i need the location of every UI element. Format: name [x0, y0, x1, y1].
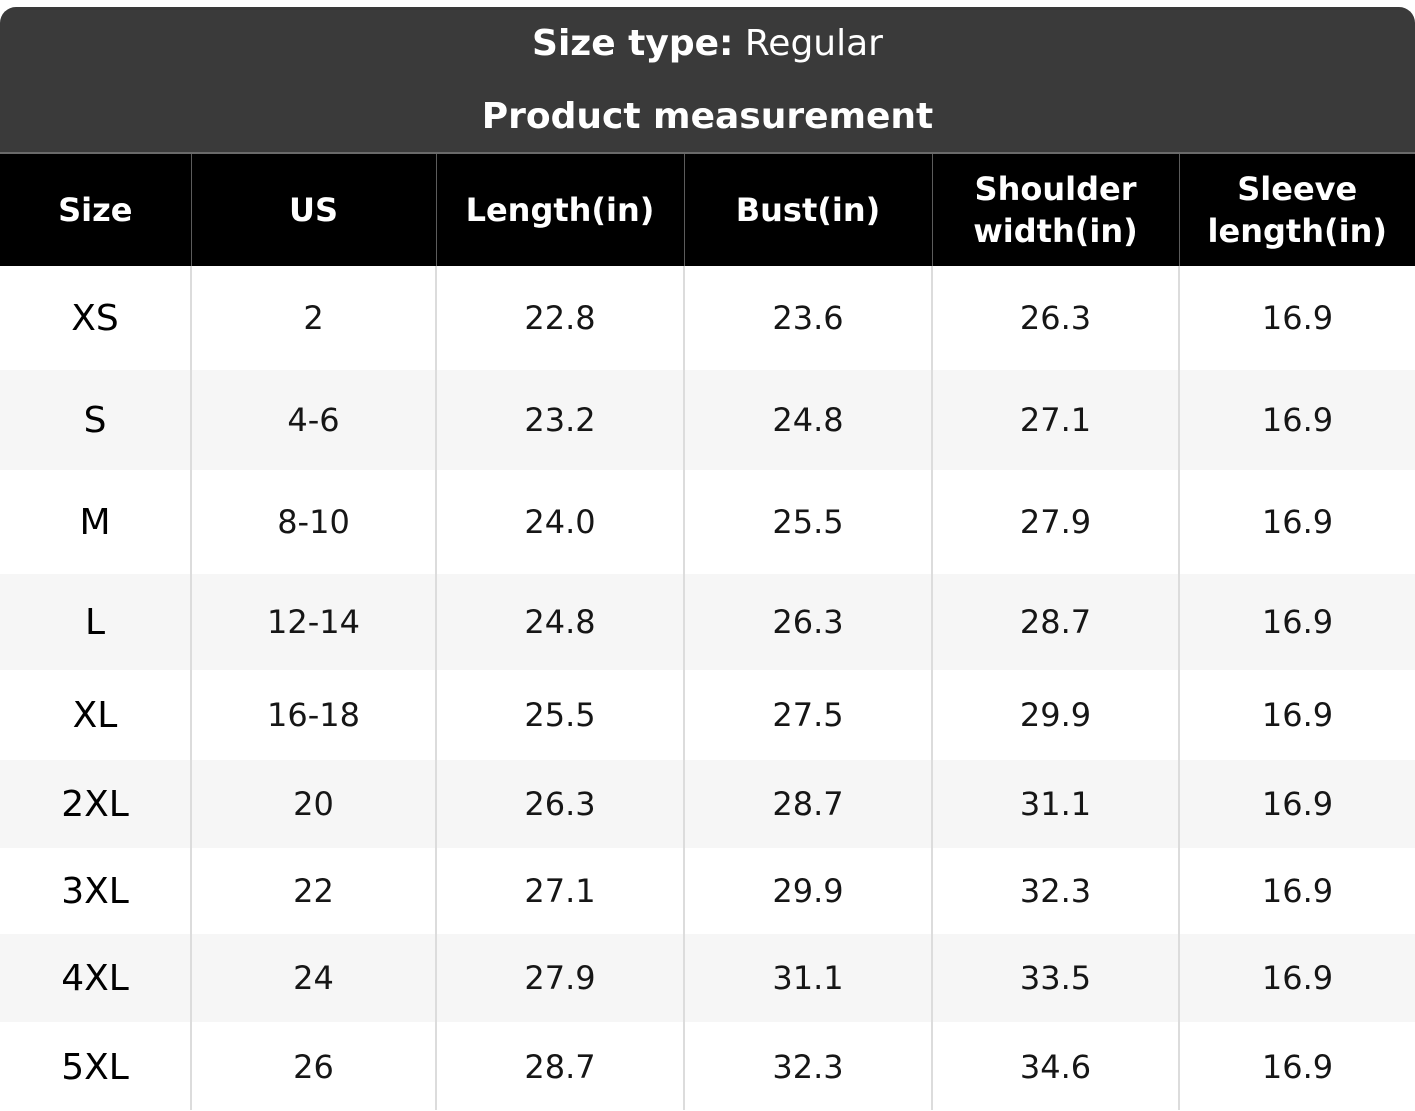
cell-sleeve-length: 16.9 — [1178, 760, 1415, 848]
cell-bust: 23.6 — [683, 266, 932, 370]
cell-bust: 32.3 — [683, 1022, 932, 1110]
cell-sleeve-length: 16.9 — [1178, 470, 1415, 574]
cell-us: 2 — [190, 266, 436, 370]
cell-bust: 24.8 — [683, 370, 932, 470]
table-row: 4XL 24 27.9 31.1 33.5 16.9 — [0, 934, 1415, 1022]
cell-sleeve-length: 16.9 — [1178, 370, 1415, 470]
cell-length: 27.9 — [435, 934, 684, 1022]
cell-us: 4-6 — [190, 370, 436, 470]
cell-sleeve-length: 16.9 — [1178, 848, 1415, 934]
cell-bust: 28.7 — [683, 760, 932, 848]
cell-us: 8-10 — [190, 470, 436, 574]
cell-shoulder-width: 33.5 — [931, 934, 1179, 1022]
cell-us: 20 — [190, 760, 436, 848]
cell-size: 2XL — [0, 760, 191, 848]
size-type: Size type: Regular — [0, 23, 1415, 65]
cell-length: 23.2 — [435, 370, 684, 470]
cell-size: S — [0, 370, 191, 470]
column-header-us: US — [190, 152, 436, 266]
size-type-label: Size type: — [532, 23, 734, 64]
cell-sleeve-length: 16.9 — [1178, 574, 1415, 670]
cell-length: 24.8 — [435, 574, 684, 670]
cell-size: L — [0, 574, 191, 670]
column-header-size: Size — [0, 152, 191, 266]
cell-us: 22 — [190, 848, 436, 934]
table-header-row: Size US Length(in) Bust(in) Shoulder wid… — [0, 152, 1415, 266]
cell-size: XL — [0, 670, 191, 760]
cell-sleeve-length: 16.9 — [1178, 1022, 1415, 1110]
cell-length: 28.7 — [435, 1022, 684, 1110]
cell-size: 4XL — [0, 934, 191, 1022]
cell-bust: 26.3 — [683, 574, 932, 670]
cell-bust: 31.1 — [683, 934, 932, 1022]
cell-length: 24.0 — [435, 470, 684, 574]
table-row: M 8-10 24.0 25.5 27.9 16.9 — [0, 470, 1415, 574]
column-header-length: Length(in) — [435, 152, 684, 266]
table-row: XS 2 22.8 23.6 26.3 16.9 — [0, 266, 1415, 370]
cell-shoulder-width: 32.3 — [931, 848, 1179, 934]
cell-shoulder-width: 28.7 — [931, 574, 1179, 670]
size-type-value: Regular — [744, 23, 883, 64]
cell-shoulder-width: 34.6 — [931, 1022, 1179, 1110]
size-chart: Size type: Regular Product measurement S… — [0, 7, 1415, 1110]
cell-shoulder-width: 26.3 — [931, 266, 1179, 370]
cell-length: 22.8 — [435, 266, 684, 370]
column-header-bust: Bust(in) — [683, 152, 932, 266]
table-row: 5XL 26 28.7 32.3 34.6 16.9 — [0, 1022, 1415, 1110]
cell-length: 26.3 — [435, 760, 684, 848]
table-row: L 12-14 24.8 26.3 28.7 16.9 — [0, 574, 1415, 670]
cell-us: 12-14 — [190, 574, 436, 670]
page-title: Product measurement — [481, 96, 934, 137]
cell-size: 5XL — [0, 1022, 191, 1110]
cell-size: 3XL — [0, 848, 191, 934]
table-body: XS 2 22.8 23.6 26.3 16.9 S 4-6 23.2 24.8 27.1 16.9 M… — [0, 266, 1415, 1110]
cell-bust: 25.5 — [683, 470, 932, 574]
cell-us: 24 — [190, 934, 436, 1022]
cell-bust: 27.5 — [683, 670, 932, 760]
cell-length: 25.5 — [435, 670, 684, 760]
column-header-sleeve-length: Sleeve length(in) — [1178, 152, 1415, 266]
cell-bust: 29.9 — [683, 848, 932, 934]
cell-length: 27.1 — [435, 848, 684, 934]
table-row: 2XL 20 26.3 28.7 31.1 16.9 — [0, 760, 1415, 848]
cell-shoulder-width: 27.9 — [931, 470, 1179, 574]
cell-size: XS — [0, 266, 191, 370]
cell-sleeve-length: 16.9 — [1178, 266, 1415, 370]
table-row: 3XL 22 27.1 29.9 32.3 16.9 — [0, 848, 1415, 934]
table-row: S 4-6 23.2 24.8 27.1 16.9 — [0, 370, 1415, 470]
cell-shoulder-width: 27.1 — [931, 370, 1179, 470]
column-header-shoulder-width: Shoulder width(in) — [931, 152, 1179, 266]
cell-shoulder-width: 31.1 — [931, 760, 1179, 848]
cell-us: 26 — [190, 1022, 436, 1110]
cell-us: 16-18 — [190, 670, 436, 760]
cell-shoulder-width: 29.9 — [931, 670, 1179, 760]
cell-sleeve-length: 16.9 — [1178, 934, 1415, 1022]
measurement-table: Size US Length(in) Bust(in) Shoulder wid… — [0, 152, 1415, 1110]
chart-header: Size type: Regular Product measurement — [0, 7, 1415, 152]
cell-size: M — [0, 470, 191, 574]
table-row: XL 16-18 25.5 27.5 29.9 16.9 — [0, 670, 1415, 760]
cell-sleeve-length: 16.9 — [1178, 670, 1415, 760]
